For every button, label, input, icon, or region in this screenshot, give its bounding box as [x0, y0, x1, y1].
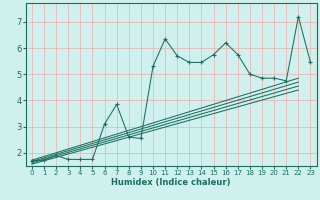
X-axis label: Humidex (Indice chaleur): Humidex (Indice chaleur)	[111, 178, 231, 187]
